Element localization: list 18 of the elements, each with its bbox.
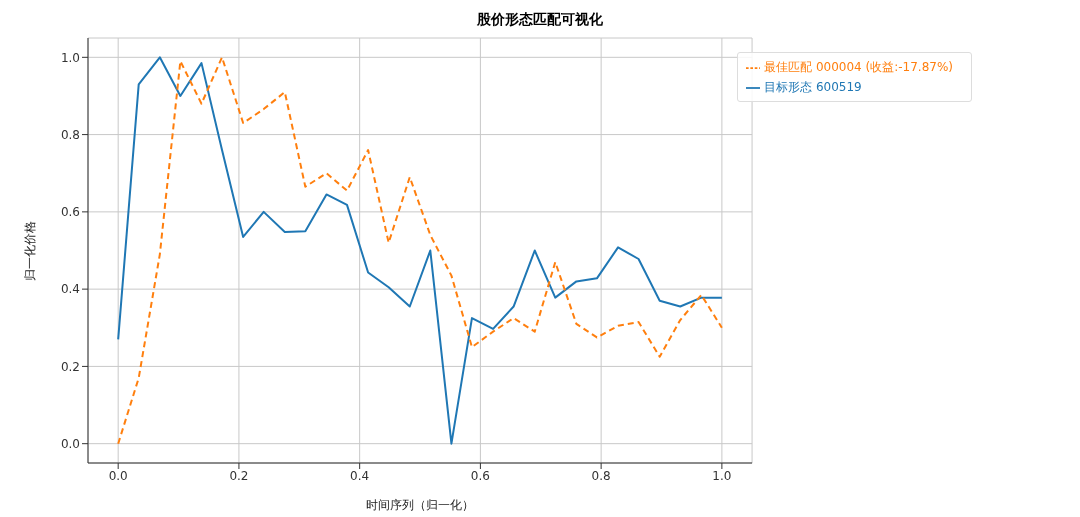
y-tick-label: 0.4 <box>60 282 80 297</box>
x-tick-label: 0.8 <box>591 468 611 483</box>
x-tick-label: 0.2 <box>229 468 249 483</box>
x-tick-label: 0.6 <box>470 468 490 483</box>
chart-title: 股价形态匹配可视化 <box>476 10 604 29</box>
x-tick-label: 0.0 <box>108 468 128 483</box>
y-tick-label: 0.2 <box>60 359 80 374</box>
x-axis-title: 时间序列（归一化） <box>366 498 475 512</box>
y-tick-label: 0.8 <box>60 127 80 142</box>
x-tick-label: 1.0 <box>712 468 732 483</box>
y-tick-label: 0.6 <box>60 205 80 220</box>
y-tick-label: 0.0 <box>60 436 80 451</box>
x-tick-label: 0.4 <box>350 468 370 483</box>
y-axis-title: 归一化价格 <box>23 220 38 281</box>
y-tick-label: 1.0 <box>60 50 80 65</box>
line-series <box>117 56 723 445</box>
legend-label: 目标形态 600519 <box>764 80 862 94</box>
legend-label: 最佳匹配 000004 (收益:-17.87%) <box>764 60 953 74</box>
